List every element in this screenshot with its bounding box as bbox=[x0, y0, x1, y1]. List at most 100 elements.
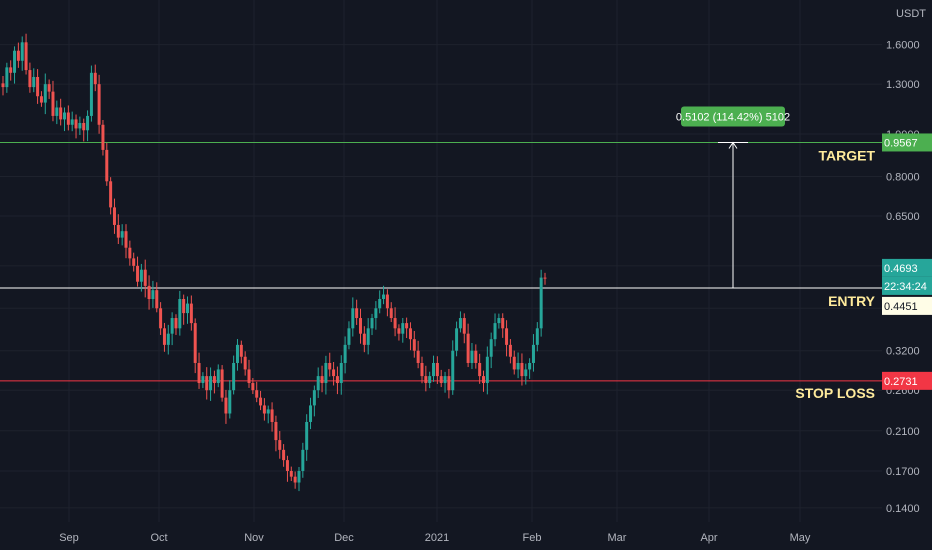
candle-body bbox=[235, 344, 239, 363]
candle-body bbox=[170, 318, 174, 334]
x-tick-label: Nov bbox=[244, 532, 264, 544]
x-tick-label: Dec bbox=[334, 532, 354, 544]
candle-body bbox=[528, 362, 532, 370]
candle-body bbox=[358, 318, 362, 334]
candle-body bbox=[59, 107, 63, 120]
candle-body bbox=[274, 421, 278, 441]
candle-body bbox=[166, 333, 170, 345]
candle-body bbox=[405, 323, 409, 329]
candle-body bbox=[455, 328, 459, 351]
candle-body bbox=[209, 376, 213, 391]
y-tick-label: 1.6000 bbox=[886, 40, 920, 52]
candle-body bbox=[408, 328, 412, 340]
y-tick-label: 0.1700 bbox=[886, 466, 920, 478]
x-tick-label: Apr bbox=[700, 532, 717, 544]
candle-body bbox=[305, 421, 309, 450]
candle-body bbox=[262, 405, 266, 414]
candle-body bbox=[293, 476, 297, 483]
time-axis[interactable]: Sep Oct Nov Dec 2021 Feb Mar Apr May bbox=[59, 532, 811, 544]
candle-body bbox=[105, 149, 109, 182]
candle-body bbox=[328, 362, 332, 370]
x-tick-label: Oct bbox=[150, 532, 167, 544]
x-tick-label: Feb bbox=[523, 532, 542, 544]
candle-body bbox=[282, 449, 286, 461]
candle-body bbox=[355, 308, 359, 319]
countdown-badge: 22:34:24 bbox=[884, 281, 927, 293]
candle-body bbox=[435, 362, 439, 377]
candle-body bbox=[182, 299, 186, 314]
stop-price-badge: 0.2731 bbox=[884, 376, 918, 388]
candle-body bbox=[485, 356, 489, 384]
x-tick-label: 2021 bbox=[425, 532, 449, 544]
candle-body bbox=[316, 376, 320, 391]
stop-price-badge-bg bbox=[882, 371, 932, 390]
candle-body bbox=[232, 362, 236, 391]
measure-arrow-head bbox=[728, 141, 738, 149]
candle-body bbox=[39, 96, 43, 103]
candle-body bbox=[397, 328, 401, 334]
candle-body bbox=[393, 318, 397, 329]
candle-body bbox=[278, 440, 282, 450]
currency-label[interactable]: USDT bbox=[896, 8, 926, 20]
candle-body bbox=[424, 376, 428, 384]
candle-body bbox=[401, 323, 405, 334]
entry-price-badge-bg bbox=[882, 296, 932, 315]
target-price-badge-bg bbox=[882, 133, 932, 152]
candle-body bbox=[462, 318, 466, 334]
candle-body bbox=[63, 112, 67, 120]
candle-body bbox=[162, 328, 166, 345]
candle-body bbox=[489, 339, 493, 357]
candle-body bbox=[51, 91, 55, 116]
candle-body bbox=[70, 119, 74, 125]
candle-body bbox=[216, 369, 220, 384]
candle-body bbox=[428, 376, 432, 384]
candle-body bbox=[439, 376, 443, 384]
candle-body bbox=[309, 405, 313, 422]
y-tick-label: 1.3000 bbox=[886, 79, 920, 91]
last-price-badge: 0.4693 bbox=[884, 263, 918, 275]
candle-body bbox=[20, 42, 24, 61]
candle-body bbox=[1, 83, 5, 88]
candle-body bbox=[351, 308, 355, 329]
axis-badges: 0.9567 0.2731 0.4693 22:34:24 0.4451 bbox=[882, 133, 932, 390]
candle-body bbox=[124, 231, 128, 248]
y-tick-label: 0.3200 bbox=[886, 346, 920, 358]
candle-body bbox=[13, 50, 17, 73]
candle-body bbox=[97, 84, 101, 125]
candle-body bbox=[458, 318, 462, 329]
candle-body bbox=[347, 328, 351, 345]
candle-body bbox=[89, 72, 93, 116]
candle-body bbox=[32, 76, 36, 88]
candle-body bbox=[243, 356, 247, 370]
candle-body bbox=[416, 350, 420, 363]
candle-body bbox=[159, 308, 163, 329]
candle-body bbox=[155, 290, 159, 309]
candle-body bbox=[132, 258, 136, 266]
candle-body bbox=[136, 265, 140, 282]
y-tick-label: 0.6500 bbox=[886, 211, 920, 223]
candle-body bbox=[9, 67, 13, 73]
candle-body bbox=[466, 333, 470, 363]
candle-body bbox=[205, 376, 209, 391]
candlestick-series bbox=[1, 33, 547, 492]
candle-body bbox=[220, 369, 224, 398]
y-tick-label: 0.2100 bbox=[886, 426, 920, 438]
candle-body bbox=[147, 285, 151, 300]
candle-body bbox=[24, 42, 28, 71]
candle-body bbox=[451, 350, 455, 391]
candle-body bbox=[432, 362, 436, 377]
candle-body bbox=[520, 362, 524, 377]
candle-body bbox=[535, 328, 539, 345]
level-label-entry: ENTRY bbox=[828, 293, 876, 309]
candle-body bbox=[251, 383, 255, 391]
candle-body bbox=[524, 369, 528, 377]
candle-body bbox=[239, 344, 243, 357]
last-price-badge-bg bbox=[882, 258, 932, 277]
candle-body bbox=[320, 376, 324, 384]
candle-body bbox=[285, 460, 289, 471]
candle-body bbox=[539, 277, 543, 329]
candle-body bbox=[78, 122, 82, 129]
x-tick-label: Mar bbox=[608, 532, 627, 544]
entry-price-badge: 0.4451 bbox=[884, 301, 918, 313]
